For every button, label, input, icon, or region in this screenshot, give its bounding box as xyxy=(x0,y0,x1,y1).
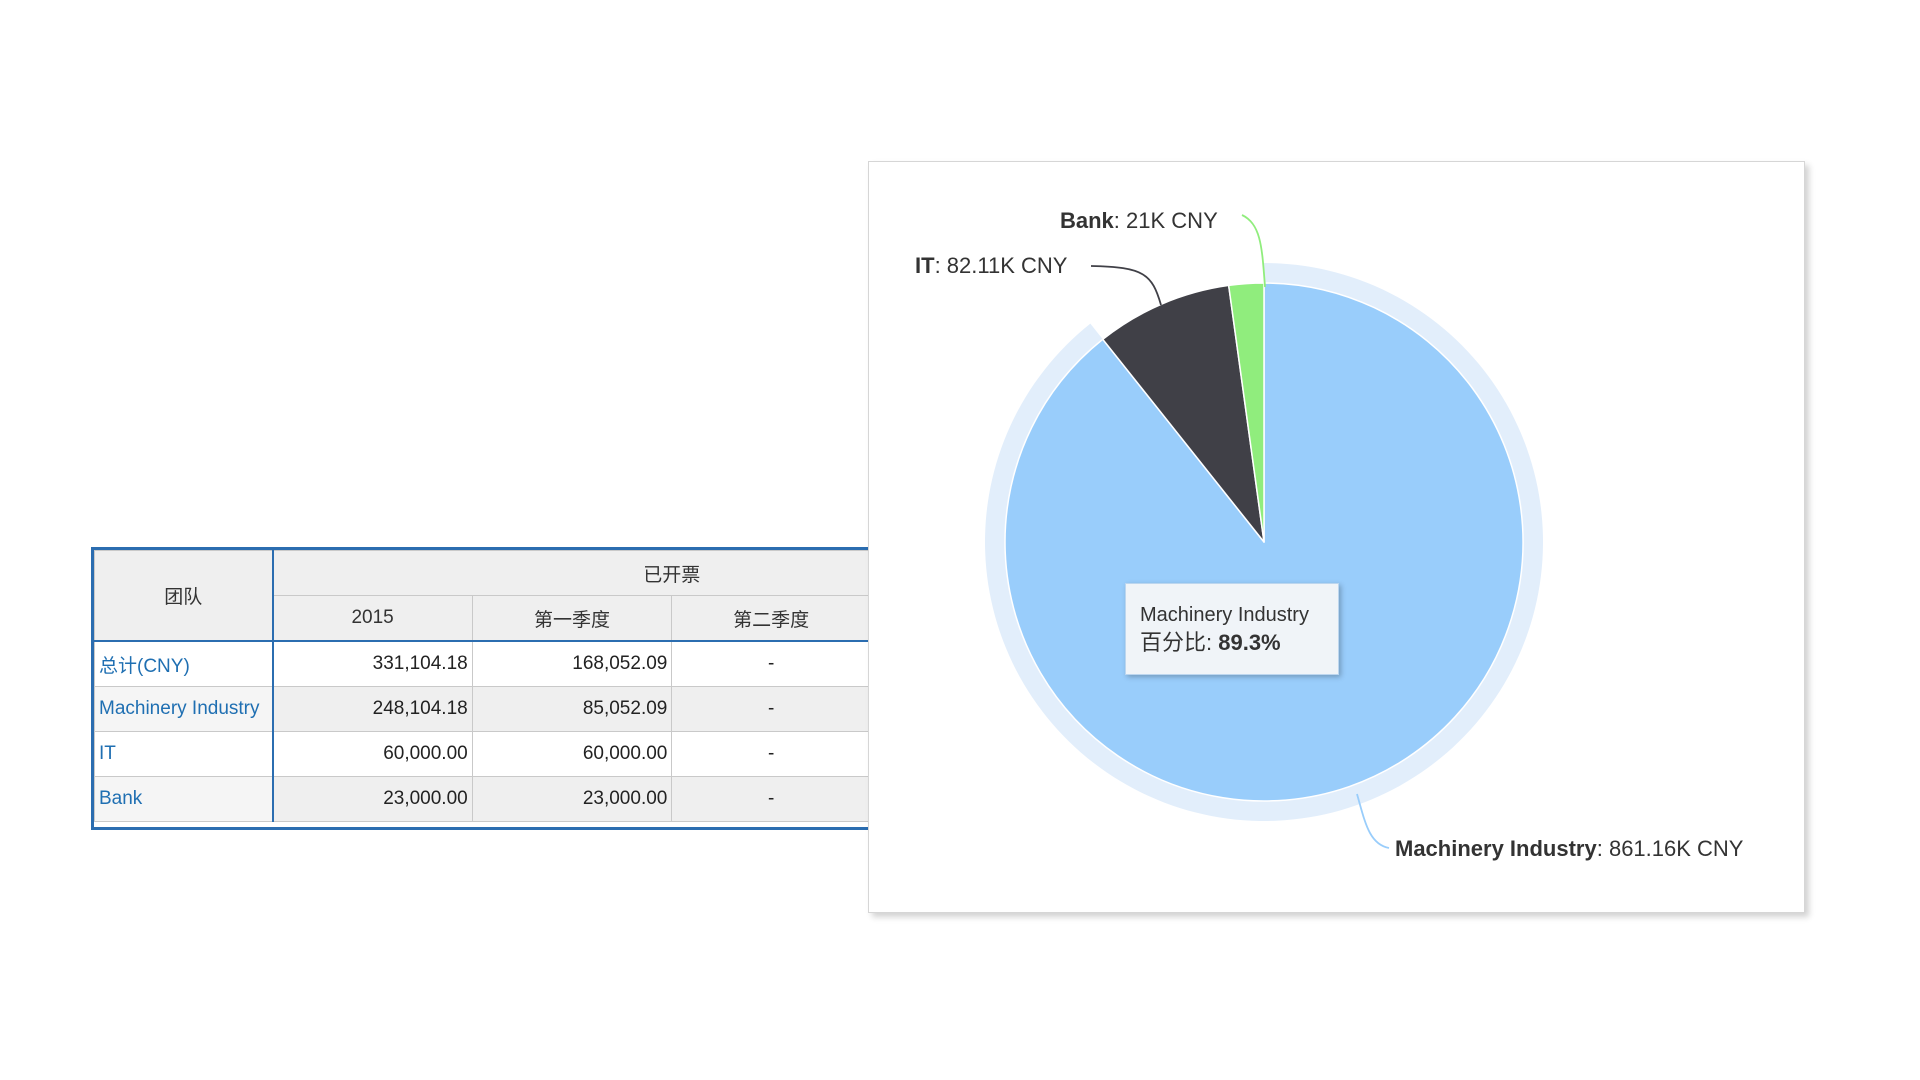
data-label-bank-value: 21K CNY xyxy=(1126,208,1218,233)
label-connectors xyxy=(1090,214,1390,849)
tooltip-line: 百分比: 89.3% xyxy=(1140,628,1324,658)
tooltip-label: 百分比: xyxy=(1140,630,1219,655)
cell-it-2015: 60,000.00 xyxy=(272,731,473,777)
pie-slice-it[interactable] xyxy=(1102,284,1265,543)
column-header-q1: 第一季度 xyxy=(471,595,673,642)
invoiced-group-header: 已开票 xyxy=(272,550,871,596)
cell-it-q1: 60,000.00 xyxy=(471,731,673,777)
data-label-bank[interactable]: Bank: 21K CNY xyxy=(1060,208,1218,233)
data-label-bank-sep: : xyxy=(1114,208,1126,233)
data-label-machinery[interactable]: Machinery Industry: 861.16K CNY xyxy=(1395,836,1744,861)
data-label-it-name: IT xyxy=(915,253,935,278)
data-label-machinery-value: 861.16K CNY xyxy=(1609,836,1744,861)
pie-chart-panel: Bank: 21K CNY IT: 82.11K CNY Machinery I… xyxy=(868,161,1805,913)
table-row-it: IT 60,000.00 60,000.00 - xyxy=(94,731,871,777)
chart-tooltip: Machinery Industry 百分比: 89.3% xyxy=(1125,583,1339,675)
table-row-machinery: Machinery Industry 248,104.18 85,052.09 … xyxy=(94,686,871,732)
data-label-machinery-name: Machinery Industry xyxy=(1395,836,1597,861)
table-row-bank: Bank 23,000.00 23,000.00 - xyxy=(94,776,871,822)
invoice-table: 团队 已开票 2015 第一季度 第二季度 总计(CNY) 331,104.18… xyxy=(94,550,871,822)
tooltip-title: Machinery Industry xyxy=(1140,604,1309,626)
column-header-q2: 第二季度 xyxy=(671,595,871,642)
data-label-bank-name: Bank xyxy=(1060,208,1115,233)
data-label-it-sep: : xyxy=(935,253,947,278)
data-label-it-value: 82.11K CNY xyxy=(947,253,1068,278)
cell-bank-q2: - xyxy=(671,776,871,822)
cell-bank-2015: 23,000.00 xyxy=(272,776,473,822)
cell-machinery-q1: 85,052.09 xyxy=(471,686,673,732)
pie-chart: Bank: 21K CNY IT: 82.11K CNY Machinery I… xyxy=(915,208,1744,861)
tooltip-value: 89.3% xyxy=(1218,630,1281,655)
cell-it-q2: - xyxy=(671,731,871,777)
row-team-machinery[interactable]: Machinery Industry xyxy=(94,686,274,732)
connector-bank xyxy=(1241,214,1266,288)
cell-machinery-q2: - xyxy=(671,686,871,732)
data-label-it[interactable]: IT: 82.11K CNY xyxy=(915,253,1068,278)
row-team-it[interactable]: IT xyxy=(94,731,274,777)
invoiced-group-header-label: 已开票 xyxy=(643,564,701,586)
cell-total-2015: 331,104.18 xyxy=(272,640,473,687)
cell-machinery-2015: 248,104.18 xyxy=(272,686,473,732)
connector-it xyxy=(1090,265,1162,306)
row-team-bank[interactable]: Bank xyxy=(94,776,274,822)
cell-bank-q1: 23,000.00 xyxy=(471,776,673,822)
column-header-2015: 2015 xyxy=(272,595,473,642)
table-row-total: 总计(CNY) 331,104.18 168,052.09 - xyxy=(94,640,871,687)
cell-total-q1: 168,052.09 xyxy=(471,640,673,687)
data-label-machinery-sep: : xyxy=(1597,836,1609,861)
row-team-total[interactable]: 总计(CNY) xyxy=(94,640,274,687)
team-header: 团队 xyxy=(94,550,274,642)
pie-slices xyxy=(1004,282,1524,802)
connector-machinery xyxy=(1356,793,1390,849)
data-table-panel: 团队 已开票 2015 第一季度 第二季度 总计(CNY) 331,104.18… xyxy=(91,547,871,830)
cell-total-q2: - xyxy=(671,640,871,687)
